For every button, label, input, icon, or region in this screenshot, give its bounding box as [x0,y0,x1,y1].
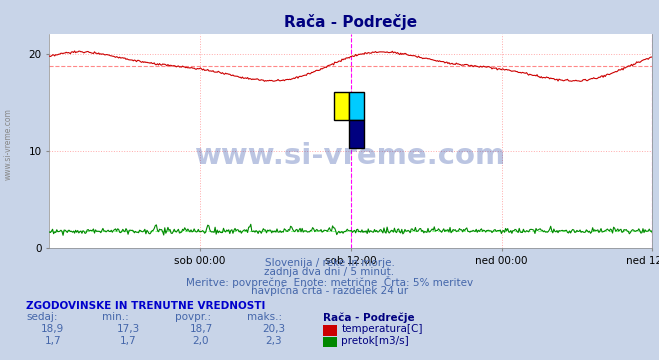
Text: 1,7: 1,7 [120,336,137,346]
Text: maks.:: maks.: [247,312,282,323]
Text: temperatura[C]: temperatura[C] [341,324,423,334]
Text: Meritve: povprečne  Enote: metrične  Črta: 5% meritev: Meritve: povprečne Enote: metrične Črta:… [186,276,473,288]
Title: Rača - Podrečje: Rača - Podrečje [284,14,418,30]
Text: www.si-vreme.com: www.si-vreme.com [3,108,13,180]
Text: www.si-vreme.com: www.si-vreme.com [195,142,507,170]
Text: ZGODOVINSKE IN TRENUTNE VREDNOSTI: ZGODOVINSKE IN TRENUTNE VREDNOSTI [26,301,266,311]
Text: 18,7: 18,7 [189,324,213,334]
Text: Slovenija / reke in morje.: Slovenija / reke in morje. [264,258,395,269]
Text: 2,3: 2,3 [265,336,282,346]
Text: 1,7: 1,7 [44,336,61,346]
Text: navpična črta - razdelek 24 ur: navpična črta - razdelek 24 ur [251,285,408,296]
Text: 18,9: 18,9 [41,324,65,334]
Text: 2,0: 2,0 [192,336,210,346]
FancyBboxPatch shape [349,92,364,120]
FancyBboxPatch shape [349,120,364,148]
Text: sedaj:: sedaj: [26,312,58,323]
Text: Rača - Podrečje: Rača - Podrečje [323,312,415,323]
Text: povpr.:: povpr.: [175,312,211,323]
Text: 20,3: 20,3 [262,324,285,334]
Text: min.:: min.: [102,312,129,323]
Text: 17,3: 17,3 [117,324,140,334]
FancyBboxPatch shape [334,92,349,120]
Text: pretok[m3/s]: pretok[m3/s] [341,336,409,346]
Text: zadnja dva dni / 5 minut.: zadnja dva dni / 5 minut. [264,267,395,278]
